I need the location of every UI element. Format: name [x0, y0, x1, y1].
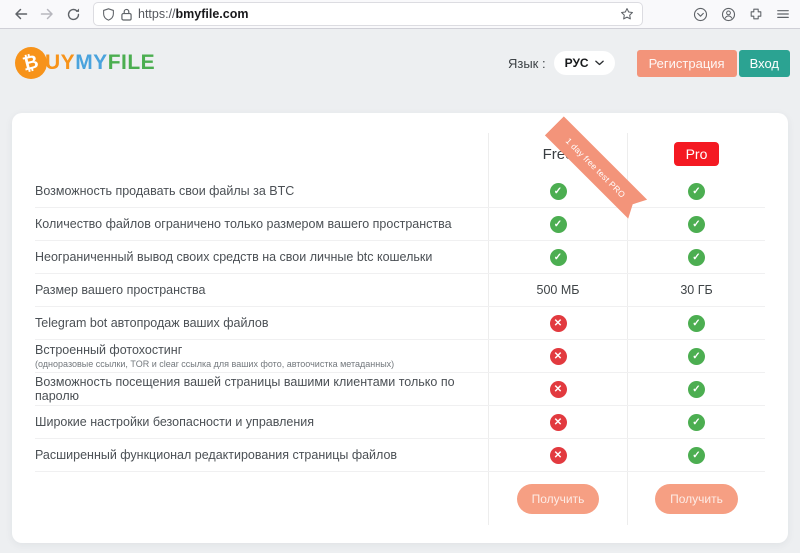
- pro-plan-cell: ✓: [628, 307, 765, 339]
- free-plan-cell: ✕: [488, 373, 628, 405]
- plan-table-header: Free Pro: [35, 133, 765, 175]
- check-icon: ✓: [688, 380, 705, 398]
- pro-plan-cell: ✓: [628, 241, 765, 273]
- feature-label: Количество файлов ограничено только разм…: [35, 217, 452, 231]
- language-select[interactable]: РУС: [553, 51, 615, 75]
- bitcoin-coin-icon: ₿: [15, 47, 47, 79]
- table-row: Количество файлов ограничено только разм…: [35, 208, 765, 241]
- cross-icon: ✕: [549, 413, 567, 431]
- cross-icon: ✕: [549, 314, 567, 332]
- free-plan-cell: ✕: [488, 307, 628, 339]
- browser-toolbar: https://bmyfile.com: [0, 0, 800, 29]
- pro-plan-cell: ✓: [628, 439, 765, 471]
- get-free-button[interactable]: Получить: [516, 483, 600, 514]
- pro-plan-cell: 30 ГБ: [628, 274, 765, 306]
- pro-plan-cell: ✓: [628, 406, 765, 438]
- check-icon: ✓: [688, 413, 705, 431]
- feature-label: Встроенный фотохостинг: [35, 342, 183, 357]
- plan-comparison-card: 1 day free test PRO Free Pro Возможность…: [12, 113, 788, 543]
- feature-label: Неограниченный вывод своих средств на св…: [35, 250, 433, 264]
- language-value: РУС: [564, 56, 589, 70]
- check-icon: ✓: [688, 215, 705, 233]
- pro-plan-cell: ✓: [628, 373, 765, 405]
- check-icon: ✓: [688, 446, 705, 464]
- table-row: Расширенный функционал редактирования ст…: [35, 439, 765, 472]
- table-row: Неограниченный вывод своих средств на св…: [35, 241, 765, 274]
- free-plan-cell: ✓: [488, 241, 628, 273]
- plan-value: 500 МБ: [536, 283, 580, 297]
- lock-icon[interactable]: [121, 8, 132, 21]
- logo-wordmark: UYMYFILE: [45, 51, 156, 74]
- chevron-down-icon: [594, 60, 604, 66]
- feature-label: Расширенный функционал редактирования ст…: [35, 448, 398, 462]
- check-icon: ✓: [688, 314, 705, 332]
- free-plan-cell: ✕: [488, 406, 628, 438]
- cross-icon: ✕: [549, 347, 567, 365]
- table-row: Возможность продавать свои файлы за BTC …: [35, 175, 765, 208]
- pocket-icon[interactable]: [693, 7, 708, 22]
- account-icon[interactable]: [721, 7, 736, 22]
- pro-plan-cell: ✓: [628, 340, 765, 372]
- check-icon: ✓: [549, 248, 567, 266]
- check-icon: ✓: [688, 182, 705, 200]
- plan-table-rows: Возможность продавать свои файлы за BTC …: [35, 175, 765, 472]
- feature-sublabel: (одноразовые ссылки, TOR и clear ссылка …: [35, 358, 395, 369]
- cross-icon: ✕: [549, 446, 567, 464]
- free-plan-cell: 500 МБ: [488, 274, 628, 306]
- check-icon: ✓: [688, 347, 705, 365]
- plan-table: Free Pro Возможность продавать свои файл…: [35, 133, 765, 525]
- back-button[interactable]: [8, 3, 34, 25]
- shield-icon[interactable]: [102, 7, 115, 21]
- plan-value: 30 ГБ: [680, 283, 713, 297]
- bookmark-star-icon[interactable]: [620, 7, 634, 21]
- table-row: Встроенный фотохостинг (одноразовые ссыл…: [35, 340, 765, 373]
- forward-button[interactable]: [34, 3, 60, 25]
- table-row: Telegram bot автопродаж ваших файлов ✕ ✓: [35, 307, 765, 340]
- cross-icon: ✕: [549, 380, 567, 398]
- site-header: ₿ UYMYFILE Язык : РУС Регистрация Вход: [0, 29, 800, 113]
- free-plan-cell: ✓: [488, 208, 628, 240]
- feature-label: Размер вашего пространства: [35, 283, 206, 297]
- menu-hamburger-icon[interactable]: [776, 7, 790, 21]
- login-button[interactable]: Вход: [738, 49, 790, 77]
- check-icon: ✓: [549, 182, 567, 200]
- reload-button[interactable]: [60, 3, 86, 25]
- check-icon: ✓: [549, 215, 567, 233]
- language-label: Язык :: [507, 55, 546, 71]
- feature-label: Возможность продавать свои файлы за BTC: [35, 184, 295, 198]
- pro-plan-cell: ✓: [628, 175, 765, 207]
- site-logo[interactable]: ₿ UYMYFILE: [15, 47, 155, 79]
- register-button[interactable]: Регистрация: [636, 49, 737, 77]
- pro-plan-badge: Pro: [673, 142, 720, 166]
- feature-label: Возможность посещения вашей страницы ваш…: [35, 375, 455, 403]
- table-row: Возможность посещения вашей страницы ваш…: [35, 373, 765, 406]
- address-bar[interactable]: https://bmyfile.com: [94, 3, 642, 25]
- feature-label: Широкие настройки безопасности и управле…: [35, 415, 314, 429]
- url-text[interactable]: https://bmyfile.com: [138, 7, 249, 21]
- check-icon: ✓: [688, 248, 705, 266]
- extensions-puzzle-icon[interactable]: [749, 7, 763, 21]
- table-row: Размер вашего пространства 500 МБ 30 ГБ: [35, 274, 765, 307]
- table-row: Широкие настройки безопасности и управле…: [35, 406, 765, 439]
- get-pro-button[interactable]: Получить: [655, 483, 738, 514]
- feature-label: Telegram bot автопродаж ваших файлов: [35, 316, 269, 330]
- free-plan-cell: ✕: [488, 340, 628, 372]
- free-plan-cell: ✕: [488, 439, 628, 471]
- plan-cta-row: Получить Получить: [35, 472, 765, 525]
- pro-plan-cell: ✓: [628, 208, 765, 240]
